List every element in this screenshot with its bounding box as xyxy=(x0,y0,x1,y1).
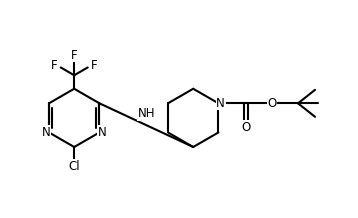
Text: O: O xyxy=(242,121,251,134)
Text: F: F xyxy=(71,49,78,61)
Text: Cl: Cl xyxy=(68,160,80,173)
Text: F: F xyxy=(51,59,58,72)
Text: F: F xyxy=(91,59,97,72)
Text: N: N xyxy=(97,126,106,139)
Text: N: N xyxy=(216,97,225,110)
Text: N: N xyxy=(42,126,51,139)
Text: NH: NH xyxy=(137,107,155,120)
Text: O: O xyxy=(267,97,276,110)
